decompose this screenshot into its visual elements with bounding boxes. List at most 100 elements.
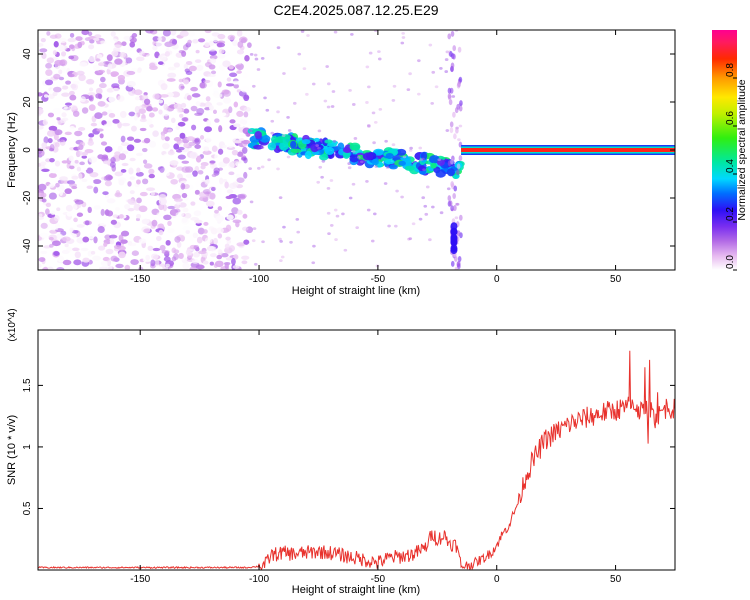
noise-blob (235, 60, 241, 66)
noise-blob (239, 118, 248, 125)
noise-blob (217, 81, 222, 88)
colorbar-tick-label: 0.2 (725, 207, 736, 221)
streak-blob (453, 185, 458, 192)
noise-blob (231, 149, 239, 156)
noise-blob (197, 227, 205, 235)
noise-blob (220, 253, 229, 258)
noise-blob (76, 70, 85, 76)
noise-blob (160, 83, 168, 91)
noise-blob (120, 239, 128, 244)
sparse-blob (326, 105, 331, 109)
noise-blob (195, 64, 204, 71)
noise-blob (117, 177, 127, 183)
noise-blob (115, 263, 124, 269)
noise-blob (53, 73, 61, 80)
sparse-blob (249, 129, 253, 133)
noise-blob (95, 93, 102, 99)
noise-blob (61, 51, 67, 57)
noise-blob (187, 39, 192, 45)
noise-blob (182, 262, 190, 270)
noise-blob (43, 266, 49, 270)
sparse-blob (434, 85, 439, 89)
noise-blob (237, 41, 244, 48)
noise-blob (97, 69, 106, 74)
snr-x-tick-label: -100 (249, 574, 269, 585)
noise-blob (65, 80, 71, 85)
noise-blob (135, 171, 144, 177)
noise-blob (138, 108, 147, 115)
sparse-blob (326, 186, 331, 190)
band-blob (342, 147, 352, 154)
noise-blob (204, 30, 212, 34)
noise-blob (93, 205, 101, 210)
noise-blob (50, 168, 58, 174)
noise-blob (224, 243, 230, 249)
sparse-blob (419, 158, 423, 162)
noise-blob (69, 227, 74, 233)
noise-blob (105, 248, 114, 255)
noise-blob (239, 133, 246, 138)
noise-blob (159, 94, 169, 98)
noise-blob (195, 101, 201, 107)
noise-blob (178, 252, 184, 259)
noise-blob (191, 93, 201, 98)
sparse-blob (265, 108, 270, 112)
noise-blob (228, 182, 237, 190)
band-blob (396, 148, 407, 156)
noise-blob (128, 167, 134, 175)
noise-blob (164, 41, 174, 48)
sparse-blob (270, 131, 275, 135)
noise-blob (71, 175, 79, 180)
noise-blob (195, 49, 200, 54)
sparse-blob (267, 158, 271, 162)
noise-blob (113, 44, 122, 49)
noise-blob (99, 221, 106, 226)
sparse-blob (418, 146, 423, 150)
noise-blob (93, 186, 99, 194)
band-blob (435, 169, 446, 178)
band-blob (324, 146, 335, 155)
noise-blob (61, 85, 69, 90)
streak-blob (459, 100, 463, 107)
noise-blob (47, 266, 54, 270)
noise-blob (242, 72, 249, 79)
noise-blob (196, 236, 203, 244)
noise-blob (121, 122, 131, 127)
sparse-blob (311, 261, 316, 265)
noise-blob (163, 127, 168, 135)
band-blob (404, 165, 415, 171)
noise-blob (96, 128, 104, 132)
sparse-blob (408, 72, 412, 76)
band-blob (313, 137, 320, 142)
noise-blob (143, 163, 153, 169)
noise-blob (185, 173, 194, 179)
noise-blob (117, 74, 126, 81)
noise-blob (234, 229, 240, 235)
snr-y-axis: 0.5 1 1.5 (22, 378, 675, 515)
noise-blob (223, 97, 232, 104)
noise-blob (71, 229, 79, 234)
streak-blob (447, 33, 452, 40)
noise-blob (178, 113, 184, 118)
sparse-blob (457, 138, 461, 142)
noise-blob (110, 31, 116, 37)
noise-blob (43, 136, 49, 144)
colorbar-gradient (712, 30, 737, 270)
noise-blob (95, 87, 103, 95)
noise-blob (101, 111, 108, 116)
noise-blob (236, 209, 243, 215)
noise-blob (157, 36, 163, 42)
noise-blob (99, 83, 107, 89)
noise-blob (112, 118, 120, 124)
noise-blob (94, 112, 103, 119)
noise-blob (171, 256, 177, 262)
noise-blob (229, 72, 238, 78)
noise-blob (191, 124, 197, 131)
sparse-blob (254, 57, 259, 61)
noise-blob (232, 80, 240, 85)
noise-blob (165, 239, 171, 246)
noise-blob (141, 147, 148, 153)
noise-blob (158, 197, 167, 206)
noise-blob (41, 168, 50, 172)
